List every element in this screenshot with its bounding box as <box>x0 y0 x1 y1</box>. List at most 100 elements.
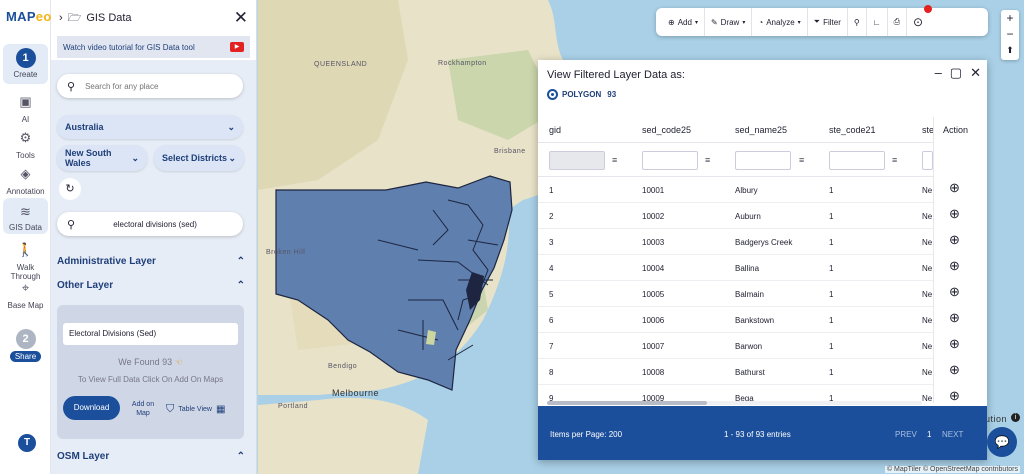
column-ste[interactable]: ste <box>922 125 935 135</box>
page-number[interactable]: 1 <box>927 430 932 439</box>
zoom-out-button[interactable]: − <box>1006 27 1014 41</box>
state-select[interactable]: New South Wales ⌄ <box>57 145 147 171</box>
rail-gis-data[interactable]: ≋ GIS Data <box>3 198 48 234</box>
filter-button[interactable]: ⏷ Filter <box>808 8 848 36</box>
zoom-to-feature-icon[interactable]: ⊕ <box>949 232 960 247</box>
sed-code25-filter-input[interactable] <box>642 151 698 170</box>
column-ste-code21[interactable]: ste_code21 <box>829 125 876 135</box>
district-select[interactable]: Select Districts ⌄ <box>154 145 244 171</box>
horizontal-scrollbar[interactable] <box>547 401 922 405</box>
video-tutorial-banner[interactable]: Watch video tutorial for GIS Data tool ▶ <box>57 36 250 58</box>
table-cell: Ne <box>922 186 933 195</box>
panel-body: ⚲ Australia ⌄ New South Wales ⌄ Select D… <box>51 60 256 474</box>
avatar[interactable]: T <box>18 434 36 452</box>
table-row[interactable]: 8 10008 Bathurst 1 Ne <box>538 359 933 385</box>
draw-button[interactable]: ✎ Draw ▾ <box>705 8 753 36</box>
table-view-button[interactable]: ⛉ Table View ▦ <box>166 403 225 416</box>
filter-label: Filter <box>823 17 841 27</box>
rail-tools[interactable]: ⚙ Tools <box>3 128 48 160</box>
map-attribution[interactable]: © MapTiler © OpenStreetMap contributors <box>884 466 1020 473</box>
table-cell: Ballina <box>735 264 760 273</box>
ste-filter-input[interactable] <box>922 151 933 170</box>
close-icon[interactable]: ✕ <box>970 65 981 80</box>
zoom-to-feature-icon[interactable]: ⊕ <box>949 180 960 195</box>
app-logo[interactable]: MAPeo <box>6 9 52 24</box>
rail-create[interactable]: 1 Create <box>3 44 48 84</box>
map-label-portland: Portland <box>278 403 309 410</box>
chat-icon[interactable]: 💬 <box>987 427 1017 457</box>
zoom-to-feature-icon[interactable]: ⊕ <box>949 258 960 273</box>
radio-selected-icon <box>547 89 558 100</box>
column-action: Action <box>943 125 969 135</box>
geometry-label: POLYGON <box>562 90 602 99</box>
found-count-text: We Found 93 <box>118 357 173 367</box>
zoom-to-feature-icon[interactable]: ⊕ <box>949 388 960 403</box>
settings-button[interactable]: ⊙ <box>907 5 933 36</box>
filter-icon[interactable]: ≡ <box>705 155 711 165</box>
table-row[interactable]: 1 10001 Albury 1 Ne <box>538 177 933 203</box>
maximize-icon[interactable]: ▢ <box>949 65 963 80</box>
column-sed-code25[interactable]: sed_code25 <box>642 125 692 135</box>
ste-code21-filter-input[interactable] <box>829 151 885 170</box>
geometry-radio[interactable]: POLYGON 93 <box>547 89 616 100</box>
filter-icon[interactable]: ≡ <box>892 155 898 165</box>
items-per-page[interactable]: Items per Page: 200 <box>550 430 623 439</box>
add-button[interactable]: ⊕ Add ▾ <box>662 8 705 36</box>
osm-layer-header[interactable]: OSM Layer ⌃ <box>57 451 245 462</box>
table-row[interactable]: 4 10004 Ballina 1 Ne <box>538 255 933 281</box>
sed-name25-filter-input[interactable] <box>735 151 791 170</box>
zoom-to-feature-icon[interactable]: ⊕ <box>949 206 960 221</box>
column-gid[interactable]: gid <box>549 125 562 135</box>
measure-button[interactable]: ∟ <box>867 8 888 36</box>
zoom-to-feature-icon[interactable]: ⊕ <box>949 284 960 299</box>
download-button[interactable]: Download <box>63 396 120 420</box>
table-cell: 1 <box>829 186 834 195</box>
column-sed-name25[interactable]: sed_name25 <box>735 125 788 135</box>
table-row[interactable]: 5 10005 Balmain 1 Ne <box>538 281 933 307</box>
table-cell: 8 <box>549 368 554 377</box>
map-label-queensland: QUEENSLAND <box>314 61 368 68</box>
minimize-icon[interactable]: – <box>934 65 942 80</box>
print-button[interactable]: ⎙ <box>888 8 907 36</box>
compass-icon[interactable]: ⬆ <box>1006 45 1014 55</box>
rail-base-map-label: Base Map <box>7 301 44 310</box>
table-row[interactable]: 3 10003 Badgerys Creek 1 Ne <box>538 229 933 255</box>
info-icon[interactable]: i <box>1011 413 1020 422</box>
full-view-hint: To View Full Data Click On Add On Maps <box>77 375 224 384</box>
next-button[interactable]: NEXT <box>942 430 964 439</box>
table-row[interactable]: 2 10002 Auburn 1 Ne <box>538 203 933 229</box>
filter-icon[interactable]: ≡ <box>799 155 805 165</box>
zoom-in-button[interactable]: + <box>1006 11 1014 25</box>
rail-ai[interactable]: ▣ AI <box>3 92 48 124</box>
rail-annotation[interactable]: ◈ Annotation <box>3 164 48 196</box>
refresh-icon[interactable]: ↻ <box>59 178 81 200</box>
layer-search[interactable]: ⚲ <box>57 212 243 236</box>
place-search-input[interactable] <box>85 81 226 91</box>
table-row[interactable]: 6 10006 Bankstown 1 Ne <box>538 307 933 333</box>
other-layer-header[interactable]: Other Layer ⌃ <box>57 280 245 291</box>
zoom-to-feature-icon[interactable]: ⊕ <box>949 310 960 325</box>
table-row[interactable]: 7 10007 Barwon 1 Ne <box>538 333 933 359</box>
rail-ai-label: AI <box>21 115 30 124</box>
rail-share[interactable]: 2 Share <box>3 325 48 362</box>
search-button[interactable]: ⚲ <box>848 8 867 36</box>
layer-search-input[interactable] <box>85 219 226 229</box>
table-cell: 10004 <box>642 264 665 273</box>
chevron-right-icon[interactable]: › <box>59 12 63 24</box>
place-search[interactable]: ⚲ <box>57 74 243 98</box>
add-on-map-button[interactable]: Add on Map <box>131 401 155 417</box>
scrollbar-thumb[interactable] <box>547 401 707 405</box>
zoom-to-feature-icon[interactable]: ⊕ <box>949 336 960 351</box>
prev-button[interactable]: PREV <box>895 430 917 439</box>
zoom-to-feature-icon[interactable]: ⊕ <box>949 362 960 377</box>
country-select[interactable]: Australia ⌄ <box>57 115 243 139</box>
table-cell: 1 <box>829 316 834 325</box>
rail-walk-through[interactable]: 🚶 Walk Through <box>3 240 48 281</box>
administrative-layer-header[interactable]: Administrative Layer ⌃ <box>57 256 245 267</box>
table-cell: 6 <box>549 316 554 325</box>
rail-base-map[interactable]: ⌖ Base Map <box>3 278 48 310</box>
close-icon[interactable]: ✕ <box>233 8 248 27</box>
table-cell: 2 <box>549 212 554 221</box>
analyze-button[interactable]: ◔ Analyze ▾ <box>752 8 808 36</box>
filter-icon[interactable]: ≡ <box>612 155 618 165</box>
